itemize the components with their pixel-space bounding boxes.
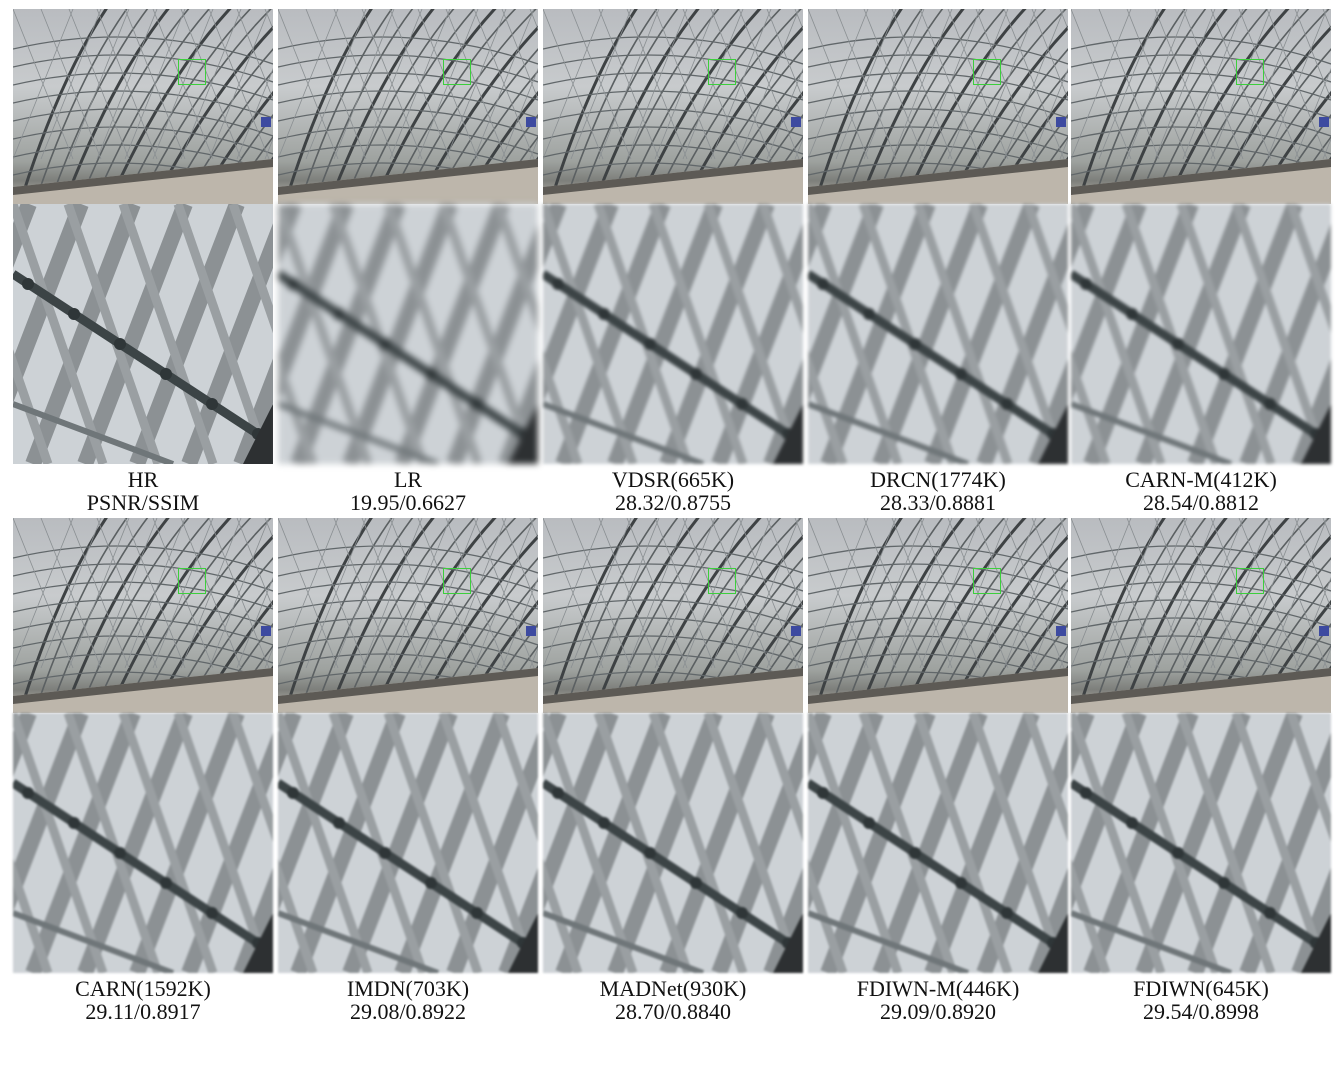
method-label: FDIWN-M(446K) xyxy=(856,976,1020,1001)
lattice-drawing xyxy=(278,713,538,973)
score-label: 29.09/0.8920 xyxy=(879,999,997,1024)
panel-fdiwn: FDIWN(645K) 29.54/0.8998 xyxy=(1071,518,1331,1023)
roof-drawing xyxy=(808,9,1068,204)
score-label: 28.33/0.8881 xyxy=(879,490,997,515)
method-label: CARN(1592K) xyxy=(75,976,211,1001)
lattice-drawing xyxy=(13,713,273,973)
overview-image xyxy=(1071,9,1331,204)
method-label: MADNet(930K) xyxy=(599,976,747,1001)
panel-carn: CARN(1592K) 29.11/0.8917 xyxy=(13,518,273,1023)
method-label: IMDN(703K) xyxy=(346,976,470,1001)
score-label: 29.11/0.8917 xyxy=(85,999,201,1024)
panel-caption: DRCN(1774K) 28.33/0.8881 xyxy=(808,468,1068,514)
roof-drawing xyxy=(1071,9,1331,204)
panel-caption: VDSR(665K) 28.32/0.8755 xyxy=(543,468,803,514)
score-label: 28.32/0.8755 xyxy=(614,490,732,515)
roof-drawing xyxy=(543,518,803,713)
panel-hr: HR PSNR/SSIM xyxy=(13,9,273,514)
roi-box xyxy=(178,568,206,594)
roi-box xyxy=(973,59,1001,85)
panel-lr: LR 19.95/0.6627 xyxy=(278,9,538,514)
panel-caption: CARN(1592K) 29.11/0.8917 xyxy=(13,977,273,1023)
roi-box xyxy=(443,568,471,594)
panel-caption: CARN-M(412K) 28.54/0.8812 xyxy=(1071,468,1331,514)
score-label: 28.54/0.8812 xyxy=(1142,490,1260,515)
roof-drawing xyxy=(808,518,1068,713)
overview-image xyxy=(13,518,273,713)
panel-caption: HR PSNR/SSIM xyxy=(13,468,273,514)
panel-caption: FDIWN-M(446K) 29.09/0.8920 xyxy=(808,977,1068,1023)
lattice-drawing xyxy=(808,204,1068,464)
roi-box xyxy=(973,568,1001,594)
lattice-drawing xyxy=(808,713,1068,973)
panel-caption: MADNet(930K) 28.70/0.8840 xyxy=(543,977,803,1023)
method-label: VDSR(665K) xyxy=(611,467,735,492)
score-label: PSNR/SSIM xyxy=(86,490,200,515)
method-label: CARN-M(412K) xyxy=(1125,467,1277,492)
panel-fdiwn-m: FDIWN-M(446K) 29.09/0.8920 xyxy=(808,518,1068,1023)
overview-image xyxy=(808,518,1068,713)
score-label: 19.95/0.6627 xyxy=(349,490,467,515)
method-label: DRCN(1774K) xyxy=(870,467,1006,492)
roof-drawing xyxy=(543,9,803,204)
roi-box xyxy=(178,59,206,85)
zoomed-crop xyxy=(278,204,538,464)
zoomed-crop xyxy=(278,713,538,973)
zoomed-crop xyxy=(1071,713,1331,973)
lattice-drawing xyxy=(13,204,273,464)
lattice-drawing xyxy=(543,204,803,464)
overview-image xyxy=(543,518,803,713)
roi-box xyxy=(443,59,471,85)
panel-caption: LR 19.95/0.6627 xyxy=(278,468,538,514)
roi-box xyxy=(708,568,736,594)
roi-box xyxy=(1236,568,1264,594)
roof-drawing xyxy=(278,518,538,713)
panel-drcn: DRCN(1774K) 28.33/0.8881 xyxy=(808,9,1068,514)
zoomed-crop xyxy=(13,204,273,464)
overview-image xyxy=(278,9,538,204)
roi-box xyxy=(708,59,736,85)
zoomed-crop xyxy=(543,204,803,464)
roi-box xyxy=(1236,59,1264,85)
roof-drawing xyxy=(13,518,273,713)
overview-image xyxy=(1071,518,1331,713)
roof-drawing xyxy=(278,9,538,204)
method-label: HR xyxy=(127,467,159,492)
panel-caption: FDIWN(645K) 29.54/0.8998 xyxy=(1071,977,1331,1023)
zoomed-crop xyxy=(13,713,273,973)
method-label: FDIWN(645K) xyxy=(1133,976,1269,1001)
roof-drawing xyxy=(13,9,273,204)
panel-vdsr: VDSR(665K) 28.32/0.8755 xyxy=(543,9,803,514)
panel-caption: IMDN(703K) 29.08/0.8922 xyxy=(278,977,538,1023)
panel-carn-m: CARN-M(412K) 28.54/0.8812 xyxy=(1071,9,1331,514)
score-label: 29.54/0.8998 xyxy=(1142,999,1260,1024)
panel-madnet: MADNet(930K) 28.70/0.8840 xyxy=(543,518,803,1023)
lattice-drawing xyxy=(1071,204,1331,464)
overview-image xyxy=(278,518,538,713)
method-label: LR xyxy=(393,467,423,492)
zoomed-crop xyxy=(808,713,1068,973)
zoomed-crop xyxy=(543,713,803,973)
lattice-drawing xyxy=(278,204,538,464)
lattice-drawing xyxy=(1071,713,1331,973)
score-label: 28.70/0.8840 xyxy=(614,999,732,1024)
lattice-drawing xyxy=(543,713,803,973)
overview-image xyxy=(808,9,1068,204)
zoomed-crop xyxy=(1071,204,1331,464)
overview-image xyxy=(13,9,273,204)
zoomed-crop xyxy=(808,204,1068,464)
score-label: 29.08/0.8922 xyxy=(349,999,467,1024)
roof-drawing xyxy=(1071,518,1331,713)
overview-image xyxy=(543,9,803,204)
panel-imdn: IMDN(703K) 29.08/0.8922 xyxy=(278,518,538,1023)
